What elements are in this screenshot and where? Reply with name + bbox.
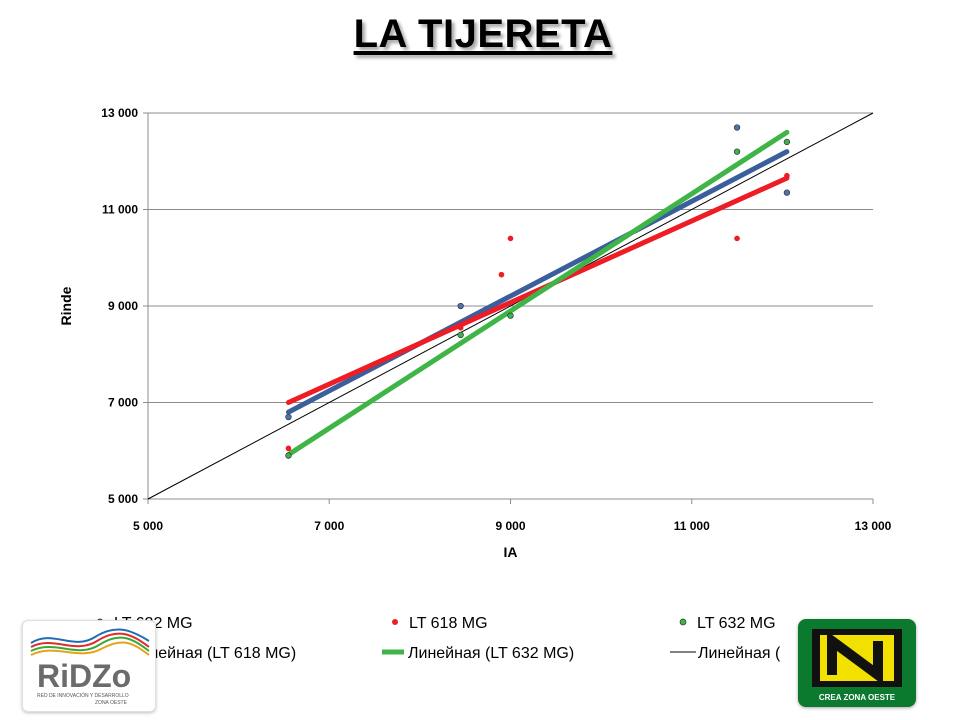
x-tick-label: 11 000: [674, 519, 710, 533]
trendline-lt-618-mg: [285, 175, 790, 405]
x-tick-label: 13 000: [855, 519, 892, 533]
x-tick-label: 5 000: [133, 519, 163, 533]
x-tick-label: 7 000: [314, 519, 344, 533]
crea-logo: CREA ZONA OESTE: [798, 619, 916, 707]
data-point: [285, 445, 292, 452]
y-tick-label: 9 000: [108, 299, 138, 313]
data-point: [457, 302, 464, 310]
svg-text:RED DE INNOVACIÓN Y DESARROLLO: RED DE INNOVACIÓN Y DESARROLLO: [37, 692, 129, 699]
x-tick-label: 9 000: [495, 519, 525, 533]
y-tick-label: 13 000: [101, 106, 138, 120]
reference-line: [147, 112, 874, 500]
svg-text:ZONA OESTE: ZONA OESTE: [95, 700, 128, 706]
data-point: [507, 312, 514, 319]
data-point: [457, 331, 464, 339]
svg-text:CREA ZONA OESTE: CREA ZONA OESTE: [819, 693, 896, 702]
trendline-lt-632-mg: [285, 129, 790, 458]
page-title: LA TIJERETA: [353, 12, 613, 56]
data-point: [734, 235, 740, 242]
legend-label: LT 632 MG: [697, 615, 776, 632]
legend-label: Линейная (LT 632 MG): [408, 645, 574, 662]
data-point: [783, 189, 791, 196]
legend-label: LT 618 MG: [409, 615, 488, 632]
data-point: [507, 235, 514, 242]
data-point: [457, 324, 464, 331]
y-tick-label: 7 000: [108, 396, 138, 410]
data-point: [733, 124, 741, 131]
data-point: [285, 413, 292, 421]
y-tick-label: 5 000: [108, 492, 138, 506]
trendline-lt-622-mg: [285, 149, 790, 415]
x-axis-title: IA: [504, 544, 518, 560]
legend-label: Линейная (: [698, 645, 781, 662]
y-axis-title: Rinde: [58, 286, 74, 325]
ridzo-logo: RiDZo RED DE INNOVACIÓN Y DESARROLLO ZON…: [22, 620, 156, 712]
data-point: [733, 148, 741, 155]
legend-marker: [392, 619, 398, 625]
svg-text:RiDZo: RiDZo: [37, 658, 131, 694]
data-point: [783, 138, 791, 146]
y-tick-label: 11 000: [102, 203, 138, 217]
data-point: [285, 452, 292, 459]
legend-label: Линейная (LT 618 MG): [130, 645, 296, 662]
legend-marker: [679, 618, 687, 626]
data-point: [498, 271, 505, 278]
data-point: [784, 172, 790, 179]
